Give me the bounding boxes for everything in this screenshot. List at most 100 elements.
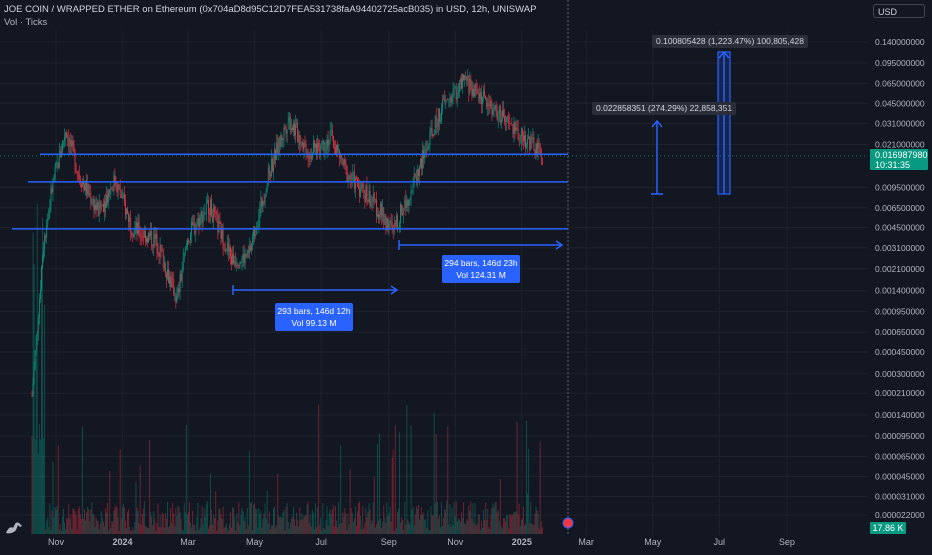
candle-body <box>346 166 348 182</box>
volume-bar <box>541 527 543 534</box>
candle-body <box>242 254 244 258</box>
volume-bar <box>84 509 85 534</box>
candle-body <box>229 247 230 252</box>
candle-body <box>92 199 94 204</box>
candle-body <box>530 137 532 151</box>
candle-body <box>500 119 502 124</box>
candle-body <box>332 135 334 148</box>
candle-body <box>323 140 325 151</box>
measure-label-short[interactable]: 0.022858351 (274.29%) 22,858,351 <box>592 102 737 115</box>
candle-body <box>510 123 512 125</box>
candle-body <box>347 178 349 182</box>
candle-body <box>431 128 433 135</box>
date-range-info-b[interactable]: 293 bars, 146d 12h Vol 99.13 M <box>275 303 353 331</box>
candle-body <box>188 240 189 242</box>
volume-bar <box>150 512 152 534</box>
volume-bar <box>284 530 286 534</box>
candle-body <box>348 175 350 179</box>
candle-body <box>489 100 491 106</box>
candle-body <box>365 185 367 202</box>
candle-body <box>360 188 362 197</box>
tradingview-logo-icon[interactable] <box>3 514 25 536</box>
volume-bar <box>451 507 453 534</box>
volume-bar <box>227 530 229 534</box>
volume-bar <box>126 528 127 534</box>
volume-bar <box>454 516 456 534</box>
volume-bar <box>122 503 124 534</box>
volume-bar <box>102 521 104 534</box>
currency-selector[interactable]: USD <box>873 4 925 18</box>
candle-body <box>38 298 40 319</box>
volume-bar <box>322 503 324 534</box>
volume-bar <box>528 448 530 534</box>
volume-bar <box>507 515 509 534</box>
volume-bar <box>255 508 257 534</box>
candle-body <box>462 74 463 89</box>
volume-bar <box>171 522 173 534</box>
volume-bar <box>327 525 329 534</box>
time-tick-label: Mar <box>180 537 196 547</box>
volume-bar <box>285 506 287 534</box>
candle-body <box>55 163 57 169</box>
price-axis[interactable]: 0.140000000 0.095000000 0.065000000 0.04500… <box>875 37 925 520</box>
candle-body <box>135 222 137 228</box>
candle-body <box>136 222 138 234</box>
candle-body <box>232 254 233 265</box>
volume-bar <box>146 526 147 534</box>
candle-body <box>407 200 409 206</box>
drawings-layer[interactable] <box>0 0 868 535</box>
price-tick-label: 0.000095000 <box>875 431 925 441</box>
volume-bar <box>534 513 536 534</box>
candle-body <box>472 88 474 96</box>
candle-body <box>516 127 518 129</box>
volume-bar <box>494 502 496 534</box>
candle-body <box>80 183 82 188</box>
time-tick-label: Sep <box>381 537 397 547</box>
candle-body <box>146 238 147 243</box>
volume-bar <box>186 514 188 534</box>
volume-bar <box>432 515 434 534</box>
flag-icon[interactable] <box>562 517 574 529</box>
volume-bar <box>274 506 275 534</box>
candle-body <box>187 240 188 246</box>
candle-body <box>338 149 339 151</box>
candle-body <box>219 221 221 224</box>
volume-bar <box>181 529 183 534</box>
candle-body <box>305 144 307 156</box>
volume-bar <box>417 504 419 534</box>
candle-body <box>35 336 37 351</box>
candle-body <box>98 201 100 217</box>
volume-bar <box>511 516 513 534</box>
candle-body <box>100 206 102 210</box>
volume-bar <box>522 506 524 534</box>
measure-label-long[interactable]: 0.100805428 (1,223.47%) 100,805,428 <box>652 35 808 48</box>
candle-body <box>408 199 410 206</box>
candle-body <box>463 74 464 80</box>
volume-bar <box>407 519 409 534</box>
candle-body <box>88 184 90 196</box>
time-axis[interactable]: Nov 2024 Mar May Jul Sep Nov 2025 Mar May Jul Sep <box>48 537 795 547</box>
candle-body <box>89 193 91 196</box>
volume-indicator-label[interactable]: Vol · Ticks <box>4 17 48 28</box>
volume-bar <box>172 503 174 534</box>
volume-bar <box>138 523 140 534</box>
volume-bar <box>395 528 397 534</box>
candle-body <box>107 194 108 203</box>
candle-body <box>184 247 186 253</box>
volume-bar <box>115 505 117 534</box>
candle-body <box>49 206 51 211</box>
candle-body <box>483 90 484 97</box>
date-range-arrow-a-arrowhead <box>555 240 564 250</box>
volume-bar <box>311 509 313 534</box>
volume-bar <box>277 473 279 534</box>
volume-bar <box>112 521 114 534</box>
candle-body <box>109 190 111 195</box>
volume-bar <box>428 530 430 534</box>
date-range-info-a[interactable]: 294 bars, 146d 23h Vol 124.31 M <box>442 255 520 283</box>
volume-bar <box>384 517 386 534</box>
volume-bar <box>95 517 97 534</box>
volume-bar <box>415 506 417 534</box>
candle-body <box>368 190 370 202</box>
